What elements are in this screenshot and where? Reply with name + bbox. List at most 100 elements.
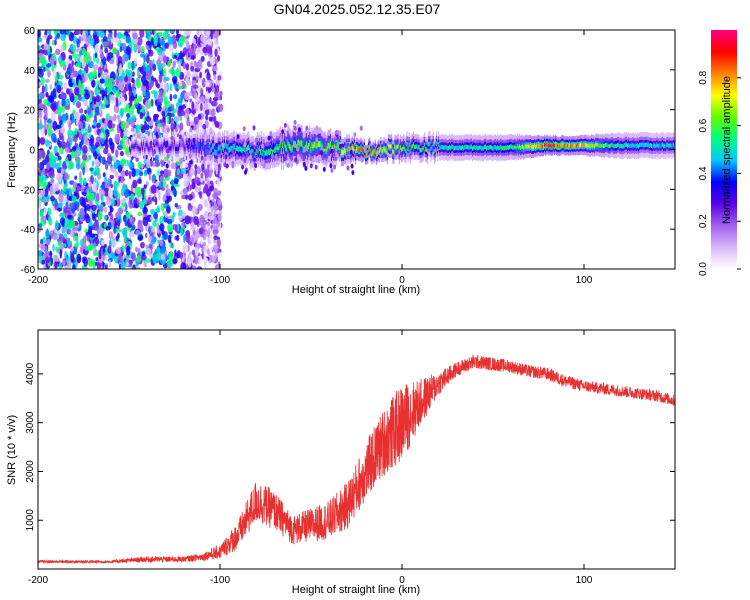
heatmap-cell	[611, 142, 613, 147]
heatmap-cell	[613, 144, 615, 149]
heatmap-cell	[513, 145, 515, 150]
heatmap-cell	[99, 228, 104, 236]
heatmap-cell	[169, 30, 174, 33]
heatmap-cell	[205, 210, 209, 220]
heatmap-cell	[184, 91, 190, 101]
heatmap-cell	[163, 55, 168, 63]
heatmap-cell	[106, 155, 113, 165]
heatmap-cell	[250, 150, 252, 156]
heatmap-cell	[87, 30, 91, 36]
heatmap-cell	[38, 109, 43, 119]
heatmap-cell	[485, 144, 487, 149]
heatmap-cell	[659, 143, 661, 149]
heatmap-cell	[130, 118, 135, 128]
heatmap-cell	[639, 142, 641, 148]
heatmap-cell	[167, 60, 171, 68]
heatmap-cell	[212, 65, 219, 72]
heatmap-cell	[132, 188, 136, 193]
heatmap-cell	[453, 146, 455, 151]
heatmap-cell	[185, 108, 190, 114]
heatmap-cell	[104, 47, 109, 54]
heatmap-cell	[214, 149, 216, 155]
heatmap-cell	[214, 58, 218, 65]
heatmap-cell	[137, 248, 141, 255]
heatmap-cell	[186, 143, 189, 148]
heatmap-cell	[322, 144, 326, 150]
heatmap-cell	[176, 33, 180, 42]
heatmap-cell	[270, 153, 274, 159]
heatmap-cell	[580, 143, 582, 147]
heatmap-cell	[107, 119, 113, 129]
heatmap-cell	[473, 145, 475, 150]
heatmap-cell	[651, 143, 653, 148]
heatmap-cell	[242, 126, 246, 132]
heatmap-cell	[146, 54, 150, 64]
heatmap-cell	[186, 40, 190, 50]
heatmap-cell	[95, 95, 101, 103]
heatmap-cell	[188, 144, 190, 150]
heatmap-cell	[267, 149, 269, 155]
heatmap-cell	[140, 75, 147, 84]
heatmap-cell	[95, 136, 101, 143]
heatmap-cell	[656, 142, 658, 147]
heatmap-cell	[368, 147, 370, 151]
heatmap-cell	[88, 154, 92, 160]
heatmap-cell	[65, 30, 70, 36]
heatmap-cell	[240, 146, 242, 153]
heatmap-cell	[165, 184, 169, 189]
heatmap-cell	[202, 46, 208, 54]
heatmap-cell	[633, 144, 635, 149]
x-tick-label: 100	[576, 575, 593, 586]
heatmap-cell	[535, 145, 537, 149]
heatmap-cell	[179, 142, 181, 148]
heatmap-cell	[327, 142, 329, 149]
heatmap-cell	[89, 192, 95, 202]
heatmap-cell	[96, 148, 100, 155]
heatmap-cell	[74, 86, 80, 96]
heatmap-cell	[47, 34, 53, 40]
heatmap-cell	[74, 95, 78, 103]
heatmap-cell	[153, 149, 157, 154]
heatmap-cell	[329, 163, 333, 169]
heatmap-cell	[68, 91, 72, 97]
heatmap-cell	[171, 52, 174, 59]
heatmap-cell	[557, 144, 559, 148]
heatmap-cell	[153, 139, 157, 145]
heatmap-cell	[600, 144, 602, 148]
heatmap-cell	[597, 142, 599, 147]
heatmap-cell	[204, 148, 206, 154]
heatmap-cell	[436, 146, 439, 151]
heatmap-cell	[209, 185, 215, 191]
heatmap-cell	[130, 149, 132, 153]
heatmap-cell	[38, 81, 42, 87]
heatmap-cell	[125, 36, 132, 44]
heatmap-cell	[179, 50, 183, 60]
heatmap-cell	[120, 198, 126, 204]
heatmap-cell	[562, 142, 564, 147]
heatmap-cell	[124, 220, 128, 227]
heatmap-cell	[93, 242, 97, 249]
heatmap-cell	[258, 145, 261, 152]
heatmap-cell	[209, 154, 213, 160]
heatmap-cell	[546, 143, 548, 147]
heatmap-cell	[133, 87, 136, 98]
heatmap-cell	[200, 87, 203, 98]
heatmap-cell	[83, 99, 88, 107]
heatmap-cell	[121, 244, 125, 253]
heatmap-cell	[73, 201, 80, 208]
heatmap-cell	[231, 163, 235, 169]
heatmap-cell	[162, 142, 165, 147]
heatmap-cell	[59, 212, 65, 218]
heatmap-cell	[210, 108, 216, 118]
heatmap-cell	[469, 144, 471, 150]
heatmap-cell	[137, 95, 143, 102]
heatmap-cell	[117, 207, 123, 215]
heatmap-cell	[175, 223, 178, 233]
heatmap-cell	[411, 144, 413, 149]
heatmap-cell	[208, 169, 212, 179]
heatmap-cell	[542, 144, 545, 148]
heatmap-cell	[82, 131, 89, 136]
heatmap-cell	[367, 152, 369, 156]
heatmap-cell	[147, 197, 153, 205]
heatmap-cell	[559, 144, 561, 149]
